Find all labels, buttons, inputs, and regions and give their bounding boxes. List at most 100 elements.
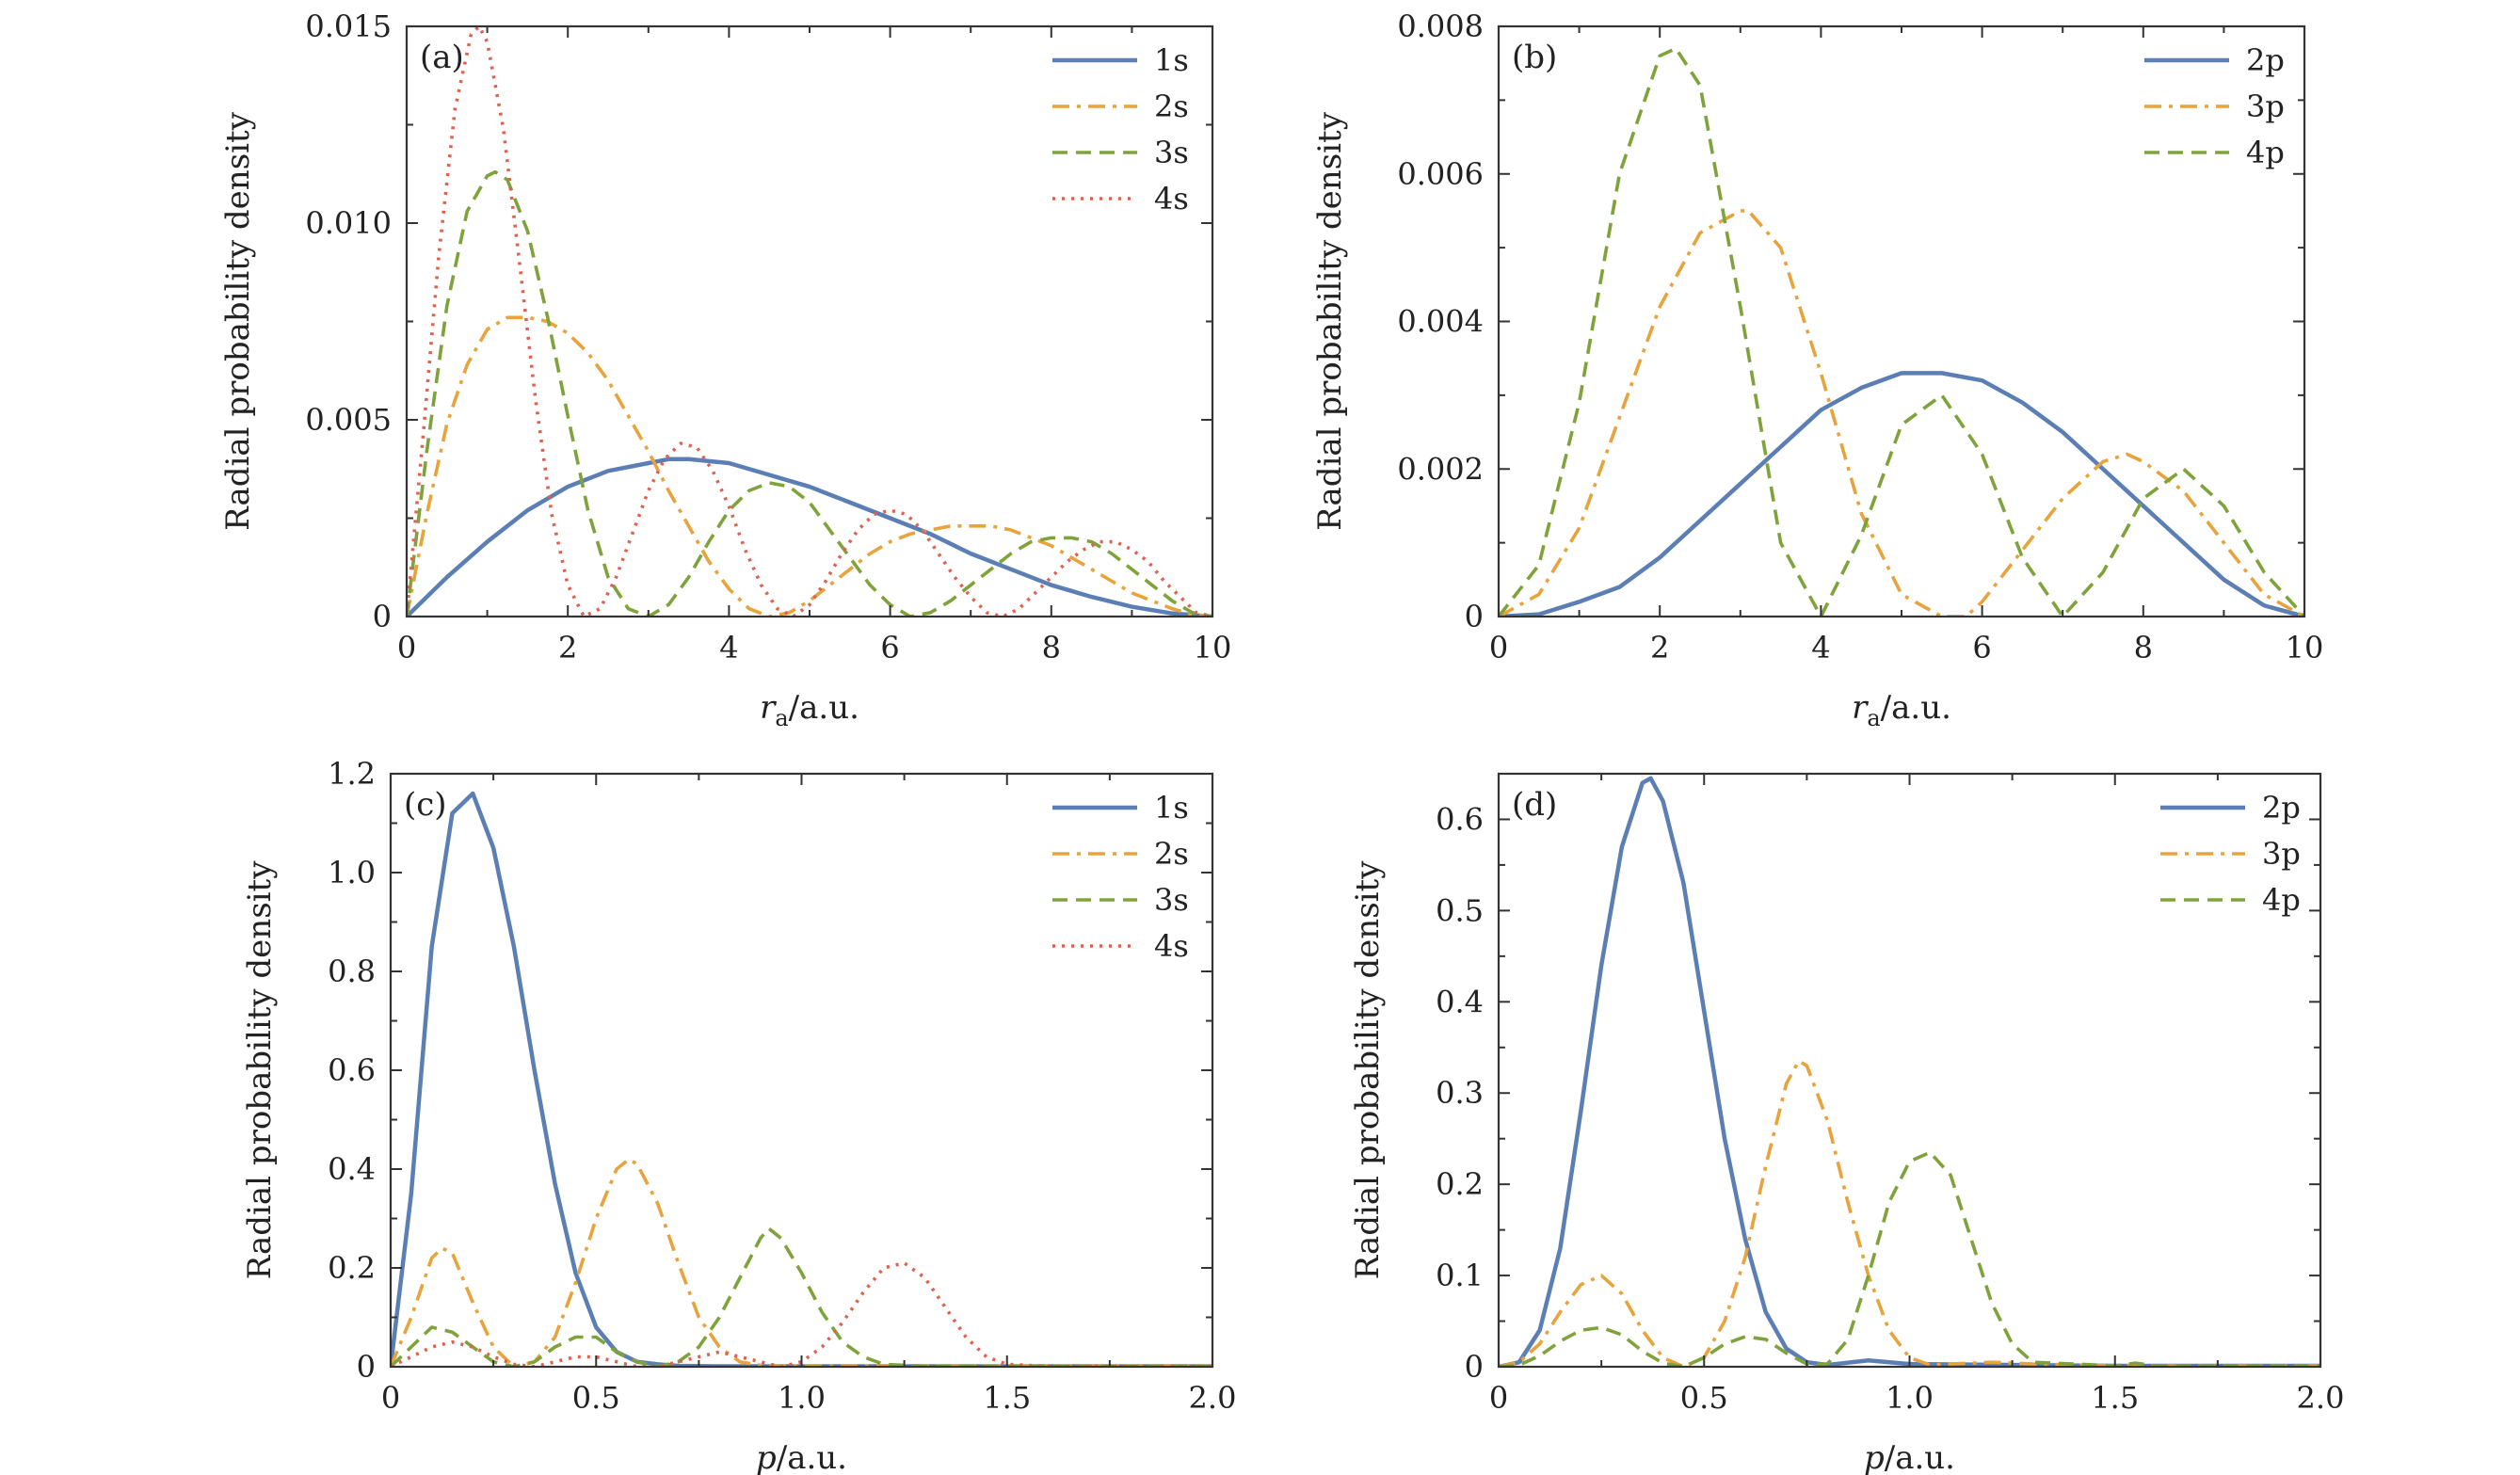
panel-d: 0 0.5 1.0 1.5 2.0 0 0.1 0.2 0.3 0.4 0.5 0.6 p/a.u. Ra… [1349,772,2344,1475]
y-tick-label: 0.4 [328,1151,376,1187]
y-tick-label: 0.004 [1397,304,1484,340]
x-tick-label: 1.5 [2091,1380,2139,1416]
panel-tag: (b) [1512,39,1557,76]
series-group [1499,46,2304,617]
x-tick-label: 2 [1650,630,1669,665]
x-tick-label: 1.0 [1886,1380,1934,1416]
x-tick-label: 8 [1042,630,1061,665]
y-tick-label: 0.2 [1436,1166,1484,1202]
legend-label-3p: 3p [2262,836,2301,872]
y-tick-label: 0.002 [1397,451,1484,487]
series-line-2p [1499,371,2304,617]
y-tick-label: 0.006 [1397,156,1484,192]
y-tick-label: 0.2 [328,1250,376,1286]
x-tick-label: 0 [1489,630,1508,665]
x-tick-label: 0.5 [1680,1380,1728,1416]
y-tick-label: 0 [357,1349,376,1385]
panel-a: 0 2 4 6 8 10 0 0.005 0.010 0.015 ra/a.u. Radial pro… [219,8,1231,731]
legend-label-1s: 1s [1154,42,1189,78]
panel-tag: (c) [404,786,447,824]
x-axis-title: p/a.u. [1864,1439,1955,1475]
x-tick-label: 6 [880,630,899,665]
y-axis-title: Radial probability density [219,111,257,531]
x-tick-label: 0 [381,1380,400,1416]
x-tick-label: 4 [1811,630,1830,665]
series-line-4s [391,1260,1212,1367]
x-tick-label: 8 [2134,630,2153,665]
y-tick-label: 0.010 [305,205,392,241]
y-tick-label: 0.015 [305,8,392,44]
legend-label-2s: 2s [1154,836,1189,872]
y-axis-title: Radial probability density [1311,111,1349,531]
legend-label-4p: 4p [2262,882,2301,918]
x-tick-label: 1.5 [983,1380,1031,1416]
x-axis-title: ra/a.u. [760,689,859,731]
series-line-3s [407,169,1212,617]
panel-b: 0 2 4 6 8 10 0 0.002 0.004 0.006 0.008 ra/a.u. Radia… [1311,8,2323,731]
y-tick-label: 1.2 [328,756,376,792]
y-tick-label: 0.3 [1436,1075,1484,1111]
x-tick-label: 2.0 [1189,1380,1237,1416]
x-tick-label: 0.5 [572,1380,620,1416]
series-line-4s [407,24,1212,617]
legend: 2p 3p 4p [2160,790,2301,918]
y-tick-label: 0.008 [1397,8,1484,44]
panel-tag: (d) [1512,786,1557,824]
legend: 1s 2s 3s 4s [1052,42,1189,216]
series-line-2p [1499,776,2320,1367]
y-axis-title: Radial probability density [241,860,279,1280]
legend-label-3s: 3s [1154,882,1189,918]
y-tick-label: 0.1 [1436,1258,1484,1293]
x-tick-label: 10 [1194,630,1232,665]
legend-label-2p: 2p [2262,790,2301,826]
panel-tag: (a) [420,39,464,76]
series-line-1s [391,791,1212,1367]
legend-label-2p: 2p [2246,42,2285,78]
series-line-2s [407,315,1212,617]
panel-c: 0 0.5 1.0 1.5 2.0 0 0.2 0.4 0.6 0.8 1.0 1.2 p/a.u. Ra… [241,756,1236,1475]
legend: 2p 3p 4p [2144,42,2285,170]
series-group [407,24,1212,617]
x-tick-label: 2 [558,630,577,665]
x-tick-label: 10 [2286,630,2324,665]
x-axis-title: p/a.u. [756,1439,847,1475]
plot-frame [1497,24,2306,618]
legend-label-1s: 1s [1154,790,1189,826]
series-line-3p [1499,1059,2320,1367]
x-axis-title: ra/a.u. [1852,689,1951,731]
series-line-3p [1499,209,2304,617]
legend-label-4s: 4s [1154,928,1189,964]
y-tick-label: 1.0 [328,855,376,890]
series-line-4p [1499,46,2304,617]
y-tick-label: 0.005 [305,402,392,438]
series-group [1499,776,2320,1367]
y-tick-label: 0.6 [328,1052,376,1088]
series-line-2s [391,1157,1212,1367]
y-tick-label: 0 [373,599,392,634]
series-line-4p [1499,1150,2320,1367]
series-group [391,791,1212,1367]
legend-label-3s: 3s [1154,135,1189,170]
legend-label-4p: 4p [2246,135,2285,170]
y-tick-label: 0 [1465,1349,1484,1385]
plot-frame [389,772,1214,1369]
x-tick-label: 6 [1972,630,1991,665]
plot-frame [1497,772,2322,1369]
y-tick-label: 0.6 [1436,801,1484,837]
legend-label-3p: 3p [2246,88,2285,124]
y-tick-label: 0.8 [328,954,376,989]
x-tick-label: 4 [719,630,738,665]
legend: 1s 2s 3s 4s [1052,790,1189,964]
legend-label-4s: 4s [1154,181,1189,216]
y-axis-title: Radial probability density [1349,860,1387,1280]
y-tick-label: 0 [1465,599,1484,634]
y-tick-label: 0.4 [1436,984,1484,1019]
legend-label-2s: 2s [1154,88,1189,124]
y-tick-label: 0.5 [1436,892,1484,928]
x-tick-label: 0 [1489,1380,1508,1416]
x-tick-label: 0 [397,630,416,665]
x-tick-label: 1.0 [778,1380,826,1416]
plot-frame [405,24,1214,618]
series-line-3s [391,1226,1212,1367]
